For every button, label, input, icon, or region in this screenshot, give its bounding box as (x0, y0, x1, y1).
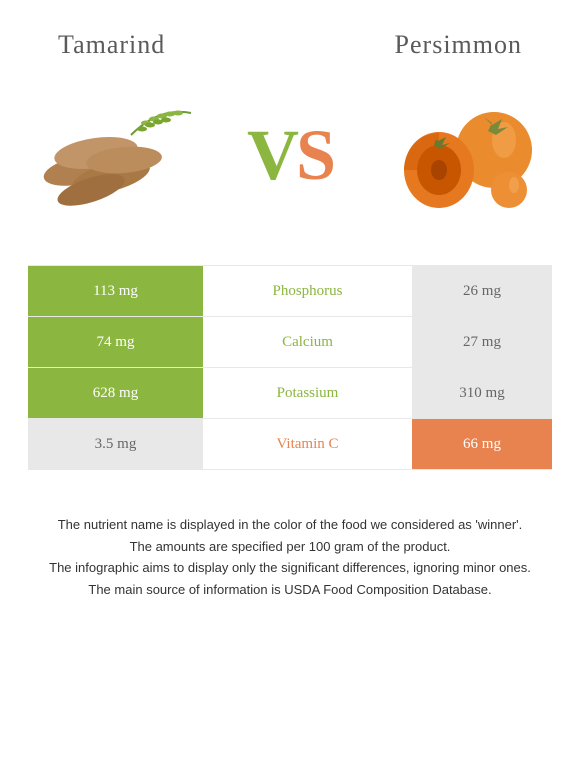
footer-line: The amounts are specified per 100 gram o… (38, 537, 542, 557)
nutrient-table: 113 mg Phosphorus 26 mg 74 mg Calcium 27… (28, 265, 552, 470)
vs-s-letter: S (296, 114, 333, 197)
nutrient-row: 3.5 mg Vitamin C 66 mg (28, 418, 552, 470)
right-food-title: Persimmon (395, 30, 522, 60)
nutrient-name: Phosphorus (203, 266, 412, 316)
footer-line: The nutrient name is displayed in the co… (38, 515, 542, 535)
images-row: VS (28, 90, 552, 220)
right-value: 310 mg (412, 368, 552, 418)
left-value: 628 mg (28, 368, 203, 418)
left-value: 113 mg (28, 266, 203, 316)
nutrient-name: Calcium (203, 317, 412, 367)
right-value: 66 mg (412, 419, 552, 469)
left-value: 74 mg (28, 317, 203, 367)
right-value: 27 mg (412, 317, 552, 367)
nutrient-row: 113 mg Phosphorus 26 mg (28, 265, 552, 316)
footer-line: The infographic aims to display only the… (38, 558, 542, 578)
persimmon-image (382, 90, 547, 220)
footer-line: The main source of information is USDA F… (38, 580, 542, 600)
header-row: Tamarind Persimmon (28, 30, 552, 60)
vs-label: VS (247, 114, 333, 197)
nutrient-row: 628 mg Potassium 310 mg (28, 367, 552, 418)
footer-notes: The nutrient name is displayed in the co… (28, 515, 552, 599)
nutrient-name: Potassium (203, 368, 412, 418)
nutrient-name: Vitamin C (203, 419, 412, 469)
left-value: 3.5 mg (28, 419, 203, 469)
vs-v-letter: V (247, 114, 296, 197)
nutrient-row: 74 mg Calcium 27 mg (28, 316, 552, 367)
right-value: 26 mg (412, 266, 552, 316)
tamarind-image (33, 90, 198, 220)
left-food-title: Tamarind (58, 30, 165, 60)
